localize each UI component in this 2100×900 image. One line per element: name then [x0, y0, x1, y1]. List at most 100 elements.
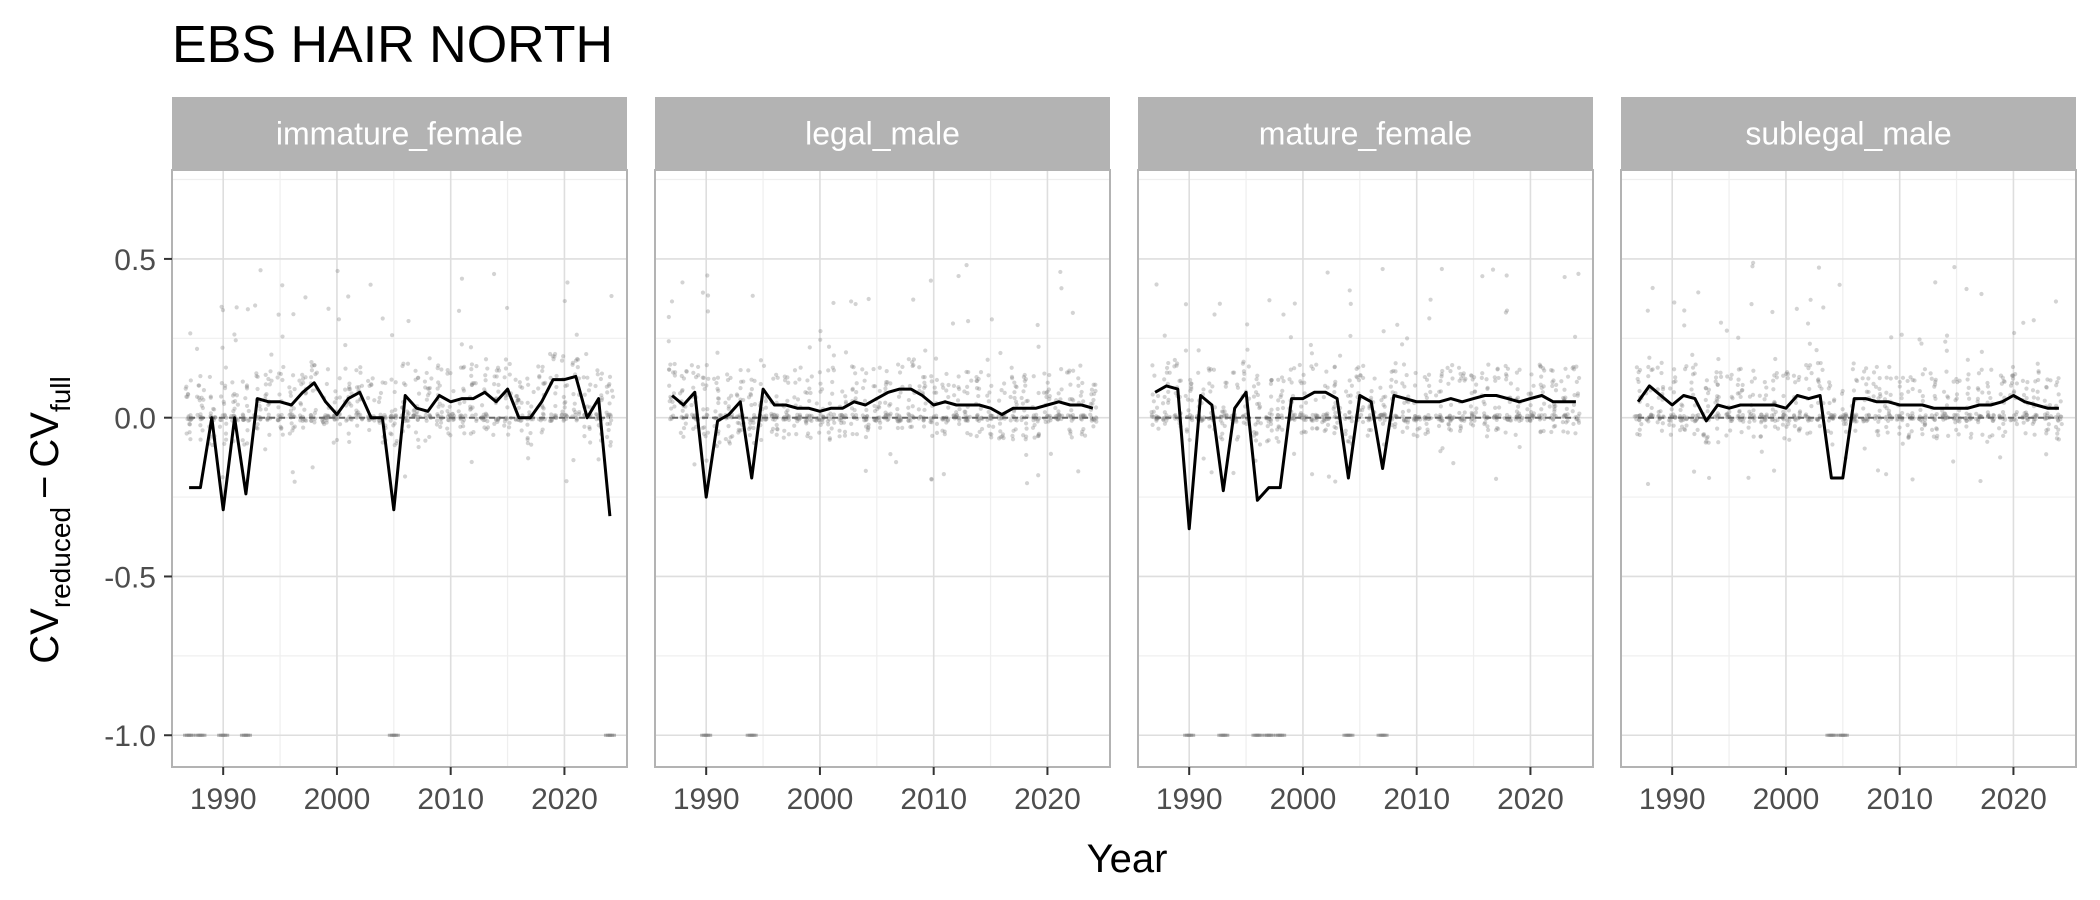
replicate-point — [2025, 380, 2030, 385]
replicate-point — [585, 375, 590, 380]
replicate-point — [929, 379, 934, 384]
replicate-point — [786, 417, 792, 422]
replicate-point — [1426, 372, 1432, 377]
replicate-point — [1032, 422, 1037, 428]
replicate-point — [863, 468, 868, 473]
replicate-point — [1280, 388, 1285, 393]
replicate-point — [752, 402, 758, 407]
replicate-point — [911, 357, 917, 362]
replicate-point — [1268, 418, 1274, 423]
replicate-point — [1150, 363, 1155, 368]
replicate-point — [1964, 286, 1969, 292]
replicate-point — [1649, 412, 1654, 417]
replicate-point — [1840, 733, 1849, 737]
replicate-point — [1354, 374, 1359, 379]
replicate-point — [667, 367, 672, 372]
replicate-point — [1965, 357, 1970, 362]
replicate-point — [551, 357, 556, 362]
replicate-point — [1781, 373, 1786, 378]
replicate-point — [1796, 377, 1801, 383]
replicate-point — [957, 421, 962, 427]
replicate-point — [1400, 409, 1405, 415]
replicate-point — [1279, 392, 1284, 397]
replicate-point — [1036, 431, 1042, 436]
replicate-point — [1187, 412, 1193, 418]
replicate-point — [573, 410, 578, 415]
replicate-point — [916, 407, 921, 412]
replicate-point — [1701, 432, 1707, 437]
replicate-point — [255, 422, 260, 427]
replicate-point — [515, 398, 520, 403]
replicate-point — [1773, 409, 1778, 415]
replicate-point — [1013, 384, 1018, 389]
replicate-point — [1023, 437, 1028, 442]
replicate-point — [435, 386, 440, 391]
facet-strip — [172, 97, 627, 170]
replicate-point — [1562, 274, 1567, 280]
replicate-point — [1493, 427, 1499, 433]
replicate-point — [1553, 403, 1558, 409]
replicate-point — [279, 412, 284, 418]
replicate-point — [1310, 412, 1315, 418]
replicate-point — [1854, 419, 1859, 424]
replicate-point — [582, 424, 587, 429]
replicate-point — [1503, 372, 1509, 377]
replicate-point — [280, 377, 285, 383]
replicate-point — [1064, 370, 1070, 375]
replicate-point — [1013, 427, 1018, 432]
replicate-point — [406, 411, 411, 416]
replicate-point — [429, 376, 434, 381]
replicate-point — [809, 374, 814, 379]
replicate-point — [1830, 442, 1835, 447]
replicate-point — [817, 417, 822, 423]
replicate-point — [424, 415, 429, 421]
replicate-point — [404, 418, 410, 423]
replicate-point — [1637, 432, 1642, 437]
replicate-point — [440, 403, 445, 408]
replicate-point — [1668, 432, 1673, 437]
replicate-point — [1809, 417, 1814, 423]
replicate-point — [1383, 394, 1388, 399]
replicate-point — [1514, 409, 1520, 414]
replicate-point — [1645, 308, 1650, 313]
replicate-point — [666, 339, 671, 344]
replicate-point — [929, 477, 934, 482]
replicate-point — [1764, 385, 1769, 390]
replicate-point — [1268, 394, 1274, 399]
replicate-point — [1378, 412, 1383, 418]
replicate-point — [716, 396, 721, 401]
replicate-point — [842, 433, 848, 438]
replicate-point — [941, 385, 946, 390]
replicate-point — [1817, 384, 1822, 389]
replicate-point — [666, 367, 672, 372]
replicate-point — [208, 394, 213, 399]
replicate-point — [1439, 372, 1444, 377]
replicate-point — [1254, 430, 1259, 435]
replicate-point — [1705, 409, 1710, 414]
replicate-point — [730, 434, 735, 439]
replicate-point — [1883, 416, 1889, 421]
replicate-point — [538, 418, 543, 423]
replicate-point — [940, 428, 945, 433]
replicate-point — [301, 376, 306, 381]
replicate-point — [1793, 417, 1798, 423]
replicate-point — [1090, 401, 1095, 406]
replicate-point — [898, 418, 904, 423]
replicate-point — [1241, 369, 1247, 374]
replicate-point — [1922, 423, 1927, 428]
replicate-point — [1965, 391, 1970, 396]
replicate-point — [818, 337, 823, 342]
replicate-point — [219, 380, 224, 386]
replicate-point — [863, 434, 869, 440]
replicate-point — [606, 427, 611, 433]
replicate-point — [962, 389, 967, 394]
replicate-point — [314, 370, 319, 375]
replicate-point — [554, 373, 559, 379]
replicate-point — [1400, 414, 1405, 419]
replicate-point — [1309, 418, 1314, 423]
replicate-point — [1763, 417, 1768, 422]
replicate-point — [1036, 433, 1041, 439]
replicate-point — [1787, 437, 1792, 442]
replicate-point — [495, 418, 501, 423]
replicate-point — [906, 418, 911, 423]
